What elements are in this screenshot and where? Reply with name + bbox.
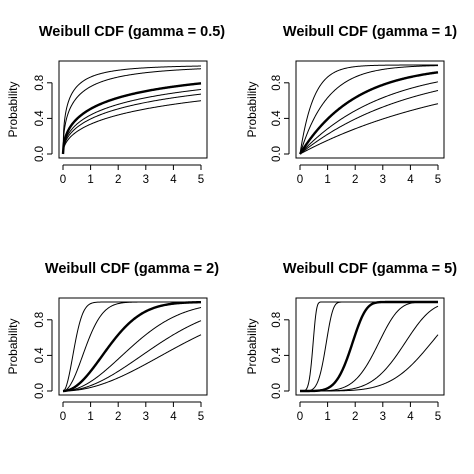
- series-line: [62, 65, 202, 155]
- y-tick-label: 0.4: [271, 110, 283, 127]
- x-tick-label: 3: [143, 174, 149, 186]
- x-tick-label: 0: [60, 174, 66, 186]
- x-tick-label: 2: [115, 174, 121, 186]
- chart-panel: Weibull CDF (gamma = 2) 0 1 2 3 4 5 0.0 0.4 0.8 Pr…: [6, 261, 219, 423]
- y-axis-label: Probability: [6, 318, 20, 374]
- plot-frame: [58, 60, 208, 159]
- x-tick-label: 4: [170, 411, 177, 423]
- series-line: [298, 71, 439, 155]
- series-line: [62, 68, 202, 155]
- x-tick-label: 2: [352, 174, 358, 186]
- series-line: [299, 81, 439, 155]
- series-line: [300, 301, 438, 392]
- y-tick-label: 0.4: [271, 347, 283, 364]
- series-line: [63, 320, 202, 392]
- chart-title: Weibull CDF (gamma = 0.5): [39, 24, 225, 40]
- y-tick-label: 0.8: [271, 75, 283, 91]
- x-tick-label: 0: [297, 174, 303, 186]
- plot-frame: [58, 297, 208, 396]
- y-tick-label: 0.8: [34, 75, 46, 91]
- y-tick-label: 0.0: [271, 146, 283, 162]
- series-line: [300, 301, 438, 392]
- series-line: [62, 88, 202, 155]
- x-tick-label: 1: [324, 411, 330, 423]
- x-tick-label: 5: [435, 411, 441, 423]
- series-line: [62, 93, 202, 155]
- plot-frame: [295, 60, 445, 159]
- series-line: [299, 90, 439, 155]
- chart-title: Weibull CDF (gamma = 1): [283, 24, 457, 40]
- x-tick-label: 4: [407, 411, 414, 423]
- series-line: [300, 301, 438, 392]
- series-line: [300, 300, 438, 393]
- x-tick-label: 3: [380, 411, 386, 423]
- plot-frame: [295, 297, 445, 396]
- x-tick-label: 1: [87, 411, 93, 423]
- chart-panel: Weibull CDF (gamma = 0.5) 0 1 2 3 4 5 0.0 0.4 0.8…: [6, 24, 225, 186]
- x-tick-label: 1: [324, 174, 330, 186]
- chart-title: Weibull CDF (gamma = 2): [45, 261, 219, 277]
- series-line: [62, 307, 202, 392]
- series-line: [61, 82, 202, 155]
- x-tick-label: 5: [198, 174, 204, 186]
- y-axis-label: Probability: [245, 318, 259, 374]
- x-tick-label: 5: [435, 174, 441, 186]
- chart-panel: Weibull CDF (gamma = 5) 0 1 2 3 4 5 0.0 0.4 0.8 Pr…: [245, 261, 457, 423]
- y-tick-label: 0.0: [271, 383, 283, 399]
- x-tick-label: 5: [198, 411, 204, 423]
- series-line: [299, 103, 439, 155]
- series-line: [299, 65, 439, 155]
- series-line: [63, 334, 202, 392]
- x-tick-label: 0: [297, 411, 303, 423]
- x-tick-label: 3: [143, 411, 149, 423]
- y-tick-label: 0.4: [34, 110, 46, 127]
- series-line: [62, 100, 202, 155]
- chart-panel: Weibull CDF (gamma = 1) 0 1 2 3 4 5 0.0 0.4 0.8 Pr…: [245, 24, 457, 186]
- x-tick-label: 1: [87, 174, 93, 186]
- x-tick-label: 4: [170, 174, 177, 186]
- chart-title: Weibull CDF (gamma = 5): [283, 261, 457, 277]
- x-tick-label: 4: [407, 174, 414, 186]
- y-tick-label: 0.0: [34, 383, 46, 399]
- series-line: [300, 305, 439, 392]
- x-tick-label: 2: [352, 411, 358, 423]
- y-tick-label: 0.8: [34, 312, 46, 328]
- x-tick-label: 2: [115, 411, 121, 423]
- y-axis-label: Probability: [245, 81, 259, 137]
- y-tick-label: 0.8: [271, 312, 283, 328]
- series-line: [299, 64, 438, 155]
- x-tick-label: 0: [60, 411, 66, 423]
- y-axis-label: Probability: [6, 81, 20, 137]
- x-tick-label: 3: [380, 174, 386, 186]
- y-tick-label: 0.0: [34, 146, 46, 162]
- y-tick-label: 0.4: [34, 347, 46, 364]
- series-line: [300, 334, 439, 392]
- series-line: [62, 300, 202, 393]
